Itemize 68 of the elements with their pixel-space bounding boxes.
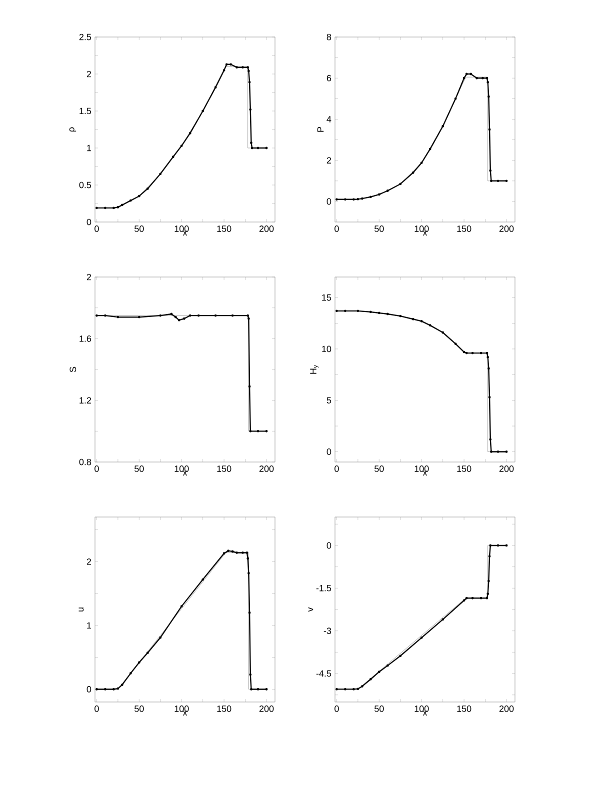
x-tick-label: 200 [499, 226, 514, 232]
x-tick-label: 150 [457, 466, 472, 472]
y-tick-label: 6 [326, 74, 332, 82]
x-tick-label: 50 [374, 226, 384, 232]
y-tick-label: 15 [322, 294, 332, 301]
x-tick-label: 50 [374, 466, 384, 472]
x-axis-title: x [182, 710, 188, 716]
y-tick-label: 1.2 [80, 397, 92, 404]
y-tick-label: 2 [86, 70, 92, 78]
x-tick-label: 200 [259, 706, 274, 712]
x-tick-label: 150 [217, 226, 232, 232]
x-tick-label: 100 [414, 226, 429, 232]
y-axis-title: ρ [69, 127, 76, 132]
y-tick-label: 5 [326, 397, 332, 404]
y-tick-label: 0 [326, 198, 332, 205]
y-tick-label: 1.6 [80, 335, 92, 342]
x-tick-label: 150 [457, 226, 472, 232]
x-tick-label: 100 [414, 466, 429, 472]
x-tick-label: 200 [259, 226, 274, 232]
y-tick-label: -3 [324, 628, 332, 634]
y-tick-label: 2 [86, 274, 92, 280]
x-tick-label: 50 [134, 466, 144, 472]
x-tick-label: 200 [499, 706, 514, 712]
y-tick-label: 0 [86, 218, 92, 226]
x-axis-title: x [182, 470, 188, 476]
x-axis-title: x [422, 710, 428, 716]
y-tick-label: 2 [326, 157, 332, 164]
x-tick-label: 150 [457, 706, 472, 712]
x-tick-label: 100 [414, 706, 429, 712]
y-tick-label: -4.5 [316, 670, 332, 677]
x-tick-label: 100 [174, 466, 189, 472]
y-tick-label: 1.5 [80, 108, 92, 114]
x-tick-label: 0 [334, 466, 339, 472]
x-tick-label: 50 [134, 226, 144, 232]
y-tick-label: 8 [326, 34, 332, 40]
x-tick-label: 200 [499, 466, 514, 472]
x-tick-label: 0 [334, 706, 339, 712]
x-tick-label: 150 [217, 706, 232, 712]
y-tick-label: 2.5 [79, 34, 92, 40]
y-tick-label: 0 [326, 542, 332, 549]
y-axis-title: v [308, 607, 314, 612]
y-tick-label: 1 [87, 144, 92, 152]
x-tick-label: 150 [217, 466, 232, 472]
x-tick-label: 50 [374, 706, 384, 712]
x-axis-title: x [182, 230, 188, 236]
x-tick-label: 0 [334, 226, 339, 232]
y-tick-label: 2 [86, 558, 92, 565]
x-tick-label: 0 [94, 706, 99, 712]
y-axis-title: P [317, 126, 324, 132]
y-tick-label: 0.8 [79, 458, 92, 466]
x-axis-title: x [422, 470, 428, 476]
y-axis-title: S [70, 366, 76, 372]
x-tick-label: 100 [174, 706, 189, 712]
y-tick-label: 4 [326, 116, 332, 122]
x-tick-label: 50 [134, 706, 144, 712]
y-tick-label: -1.5 [316, 585, 332, 592]
x-tick-label: 100 [174, 226, 189, 232]
y-axis-title: u [78, 608, 84, 612]
y-axis-title: H$_{y}$ [310, 365, 319, 374]
y-tick-label: 10 [322, 346, 332, 352]
y-tick-label: 0 [86, 686, 92, 692]
y-tick-label: 0 [326, 448, 332, 455]
x-tick-label: 0 [94, 466, 99, 472]
x-tick-label: 0 [94, 226, 99, 232]
x-axis-title: x [422, 230, 428, 236]
y-tick-label: 1 [87, 622, 92, 629]
y-tick-label: 0.5 [79, 182, 92, 188]
x-tick-label: 200 [259, 466, 274, 472]
